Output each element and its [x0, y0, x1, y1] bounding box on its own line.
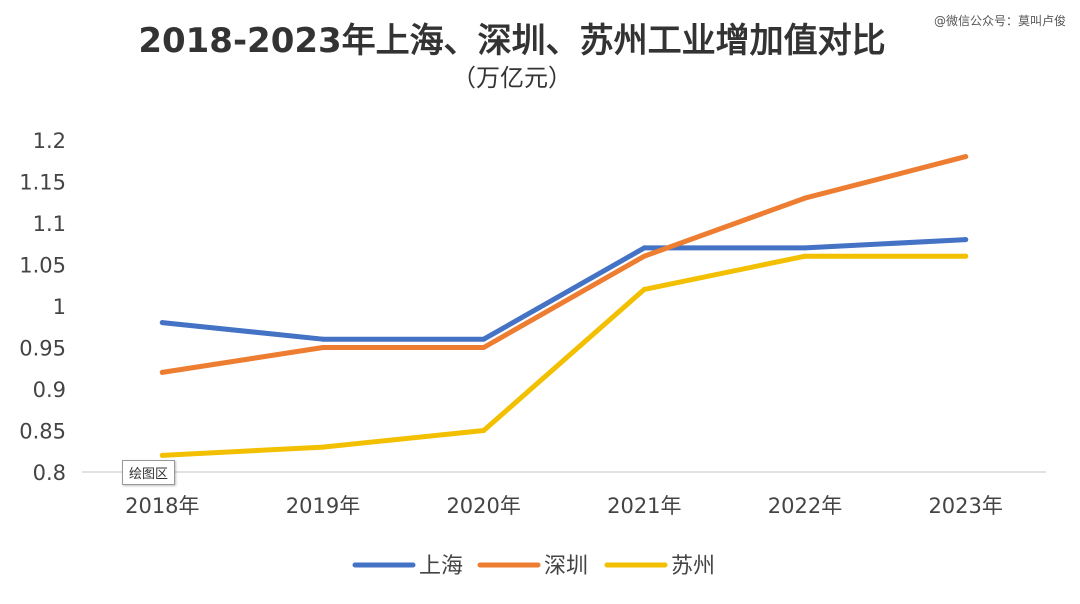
watermark: @微信公众号：莫叫卢俊: [933, 14, 1066, 28]
series-line-上海: [159, 237, 969, 342]
data-point: [963, 253, 969, 259]
y-tick-label: 0.9: [33, 378, 66, 402]
y-tick-label: 1.15: [19, 171, 66, 195]
legend-label: 上海: [419, 554, 463, 579]
y-tick-label: 0.95: [19, 337, 66, 361]
x-tick-label: 2018年: [125, 494, 199, 518]
x-tick-label: 2021年: [607, 494, 681, 518]
data-point: [481, 345, 487, 350]
series-line-深圳: [159, 154, 969, 375]
axis-layer: 0.8 0.85 0.9 0.95 1 1.05 1.1 1.15 1.2 2018年 2019年 2…: [19, 129, 1046, 518]
data-point: [802, 253, 808, 259]
y-tick-label: 1.05: [19, 254, 66, 278]
legend: 上海 深圳 苏州: [352, 554, 715, 579]
data-point: [641, 253, 647, 259]
x-tick-label: 2020年: [446, 494, 520, 518]
y-tick-label: 1.1: [33, 212, 66, 236]
data-point: [320, 345, 326, 350]
legend-label: 苏州: [671, 554, 715, 579]
x-tick-label: 2019年: [286, 494, 360, 518]
data-point: [320, 444, 326, 450]
x-tick-label: 2023年: [928, 494, 1002, 518]
x-tick-label: 2022年: [768, 494, 842, 518]
plot-area-tooltip: 绘图区: [122, 460, 176, 485]
y-tick-label: 1: [53, 295, 66, 319]
data-point: [641, 286, 647, 292]
series-line-苏州: [159, 253, 969, 458]
chart-title: 2018-2023年上海、深圳、苏州工业增加值对比: [138, 21, 885, 61]
data-point: [159, 369, 165, 375]
y-tick-label: 0.8: [33, 461, 66, 485]
data-point: [481, 336, 487, 342]
data-point: [159, 452, 165, 458]
data-point: [159, 320, 165, 326]
y-tick-label: 0.85: [19, 420, 66, 444]
data-point: [641, 245, 647, 251]
data-point: [963, 154, 969, 160]
series-layer: [159, 154, 969, 458]
legend-label: 深圳: [544, 554, 588, 579]
data-point: [481, 428, 487, 433]
chart-subtitle: （万亿元）: [452, 64, 572, 92]
y-tick-label: 1.2: [33, 129, 66, 153]
data-point: [802, 195, 808, 201]
data-point: [802, 245, 808, 251]
data-point: [320, 336, 326, 342]
data-point: [963, 237, 969, 243]
